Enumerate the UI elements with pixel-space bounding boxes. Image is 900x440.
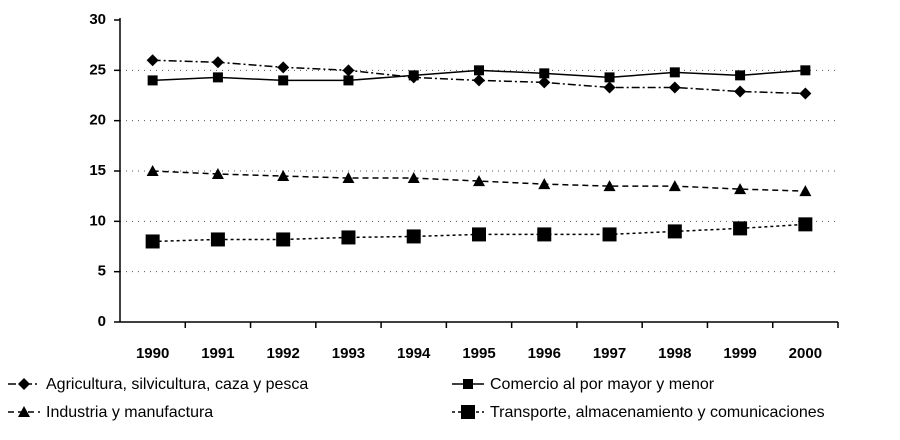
marker xyxy=(18,406,30,417)
legend-label: Comercio al por mayor y menor xyxy=(490,376,715,393)
marker xyxy=(408,70,419,81)
legend-label: Transporte, almacenamiento y comunicacio… xyxy=(490,404,825,421)
legend-label: Agricultura, silvicultura, caza y pesca xyxy=(46,376,308,393)
x-tick-label: 1996 xyxy=(528,345,561,362)
series xyxy=(146,54,812,100)
marker xyxy=(604,72,615,83)
marker xyxy=(211,56,224,69)
marker xyxy=(277,170,290,182)
marker xyxy=(668,180,681,192)
marker xyxy=(800,65,811,76)
legend-label: Industria y manufactura xyxy=(46,404,213,421)
marker xyxy=(18,378,30,390)
y-tick-label: 0 xyxy=(98,313,106,330)
marker xyxy=(539,68,550,79)
marker xyxy=(733,221,748,236)
marker xyxy=(342,64,355,77)
marker xyxy=(278,75,289,86)
marker xyxy=(668,81,681,94)
marker xyxy=(473,175,485,187)
marker xyxy=(407,172,420,184)
marker xyxy=(146,54,159,67)
marker xyxy=(277,61,290,74)
x-tick-label: 1999 xyxy=(723,345,756,362)
x-tick-label: 1995 xyxy=(462,345,495,362)
marker xyxy=(147,75,158,86)
marker xyxy=(212,72,223,83)
marker xyxy=(463,379,473,389)
x-tick-label: 1991 xyxy=(201,345,234,362)
y-tick-label: 15 xyxy=(89,162,106,179)
marker xyxy=(145,234,160,249)
y-tick-label: 30 xyxy=(89,11,106,28)
y-tick-label: 5 xyxy=(98,263,106,280)
marker xyxy=(343,75,354,86)
series xyxy=(145,217,813,249)
y-tick-label: 20 xyxy=(89,112,106,129)
marker xyxy=(734,183,747,195)
marker xyxy=(799,87,812,100)
marker xyxy=(341,230,356,245)
marker xyxy=(669,67,680,78)
series xyxy=(147,65,811,86)
marker xyxy=(473,74,485,87)
marker xyxy=(602,227,617,242)
marker xyxy=(538,76,551,89)
y-tick-label: 25 xyxy=(89,61,106,78)
y-tick-label: 10 xyxy=(89,212,106,229)
marker xyxy=(603,81,616,94)
marker xyxy=(667,224,682,239)
marker xyxy=(538,178,551,190)
x-tick-label: 1992 xyxy=(266,345,299,362)
marker xyxy=(734,85,747,98)
marker xyxy=(474,65,484,76)
x-tick-label: 1990 xyxy=(136,345,169,362)
x-tick-label: 2000 xyxy=(789,345,822,362)
marker xyxy=(406,229,421,244)
x-tick-label: 1993 xyxy=(332,345,365,362)
marker xyxy=(211,168,224,180)
marker xyxy=(603,180,616,192)
marker xyxy=(146,165,159,176)
series-line xyxy=(152,170,806,192)
marker xyxy=(461,405,475,419)
x-tick-label: 1994 xyxy=(397,345,431,362)
x-tick-label: 1997 xyxy=(593,345,626,362)
x-tick-label: 1998 xyxy=(658,345,691,362)
marker xyxy=(472,227,486,242)
marker xyxy=(210,232,225,247)
marker xyxy=(798,217,813,232)
series xyxy=(146,165,812,197)
marker xyxy=(276,232,291,247)
marker xyxy=(799,185,812,197)
marker xyxy=(735,70,746,81)
marker xyxy=(537,227,552,242)
marker xyxy=(342,172,355,184)
